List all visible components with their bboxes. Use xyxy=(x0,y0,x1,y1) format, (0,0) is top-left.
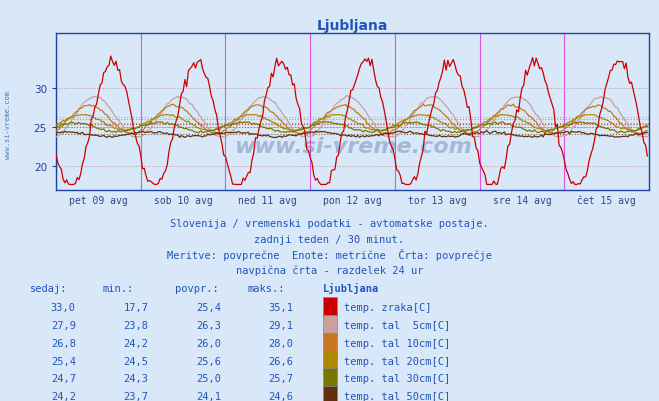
Text: temp. tal 50cm[C]: temp. tal 50cm[C] xyxy=(344,391,450,401)
Text: maks.:: maks.: xyxy=(247,283,285,293)
FancyBboxPatch shape xyxy=(323,368,337,387)
Text: temp. tal 10cm[C]: temp. tal 10cm[C] xyxy=(344,338,450,348)
Text: ned 11 avg: ned 11 avg xyxy=(239,195,297,205)
Text: temp. tal 20cm[C]: temp. tal 20cm[C] xyxy=(344,356,450,366)
Text: 25,4: 25,4 xyxy=(51,356,76,366)
Text: 25,0: 25,0 xyxy=(196,373,221,383)
Text: 26,6: 26,6 xyxy=(268,356,293,366)
Text: 33,0: 33,0 xyxy=(51,302,76,312)
Text: 24,3: 24,3 xyxy=(123,373,148,383)
Title: Ljubljana: Ljubljana xyxy=(317,19,388,33)
Text: 25,7: 25,7 xyxy=(268,373,293,383)
FancyBboxPatch shape xyxy=(323,298,337,317)
Text: pon 12 avg: pon 12 avg xyxy=(323,195,382,205)
FancyBboxPatch shape xyxy=(323,386,337,401)
Text: 24,5: 24,5 xyxy=(123,356,148,366)
Text: 17,7: 17,7 xyxy=(123,302,148,312)
Text: 27,9: 27,9 xyxy=(51,320,76,330)
Text: www.si-vreme.com: www.si-vreme.com xyxy=(5,90,11,158)
Text: 23,7: 23,7 xyxy=(123,391,148,401)
Text: 35,1: 35,1 xyxy=(268,302,293,312)
Text: 24,1: 24,1 xyxy=(196,391,221,401)
FancyBboxPatch shape xyxy=(323,352,337,371)
Text: www.si-vreme.com: www.si-vreme.com xyxy=(234,137,471,157)
Text: temp. tal 30cm[C]: temp. tal 30cm[C] xyxy=(344,373,450,383)
FancyBboxPatch shape xyxy=(323,334,337,353)
Text: zadnji teden / 30 minut.: zadnji teden / 30 minut. xyxy=(254,234,405,244)
Text: temp. tal  5cm[C]: temp. tal 5cm[C] xyxy=(344,320,450,330)
Text: čet 15 avg: čet 15 avg xyxy=(577,195,636,206)
Text: 25,6: 25,6 xyxy=(196,356,221,366)
Text: 24,6: 24,6 xyxy=(268,391,293,401)
Text: 24,7: 24,7 xyxy=(51,373,76,383)
Text: 23,8: 23,8 xyxy=(123,320,148,330)
Text: Slovenija / vremenski podatki - avtomatske postaje.: Slovenija / vremenski podatki - avtomats… xyxy=(170,219,489,228)
Text: povpr.:: povpr.: xyxy=(175,283,218,293)
Text: sre 14 avg: sre 14 avg xyxy=(493,195,552,205)
Text: 28,0: 28,0 xyxy=(268,338,293,348)
Text: min.:: min.: xyxy=(102,283,133,293)
Text: sedaj:: sedaj: xyxy=(30,283,67,293)
Text: Ljubljana: Ljubljana xyxy=(323,283,379,294)
Text: Meritve: povprečne  Enote: metrične  Črta: povprečje: Meritve: povprečne Enote: metrične Črta:… xyxy=(167,249,492,261)
Text: pet 09 avg: pet 09 avg xyxy=(69,195,128,205)
Text: tor 13 avg: tor 13 avg xyxy=(408,195,467,205)
Text: 24,2: 24,2 xyxy=(51,391,76,401)
Text: 26,8: 26,8 xyxy=(51,338,76,348)
Text: 24,2: 24,2 xyxy=(123,338,148,348)
Text: 25,4: 25,4 xyxy=(196,302,221,312)
Text: 26,0: 26,0 xyxy=(196,338,221,348)
Text: navpična črta - razdelek 24 ur: navpična črta - razdelek 24 ur xyxy=(236,264,423,275)
Text: sob 10 avg: sob 10 avg xyxy=(154,195,212,205)
Text: 26,3: 26,3 xyxy=(196,320,221,330)
Text: 29,1: 29,1 xyxy=(268,320,293,330)
Text: temp. zraka[C]: temp. zraka[C] xyxy=(344,302,432,312)
FancyBboxPatch shape xyxy=(323,316,337,335)
